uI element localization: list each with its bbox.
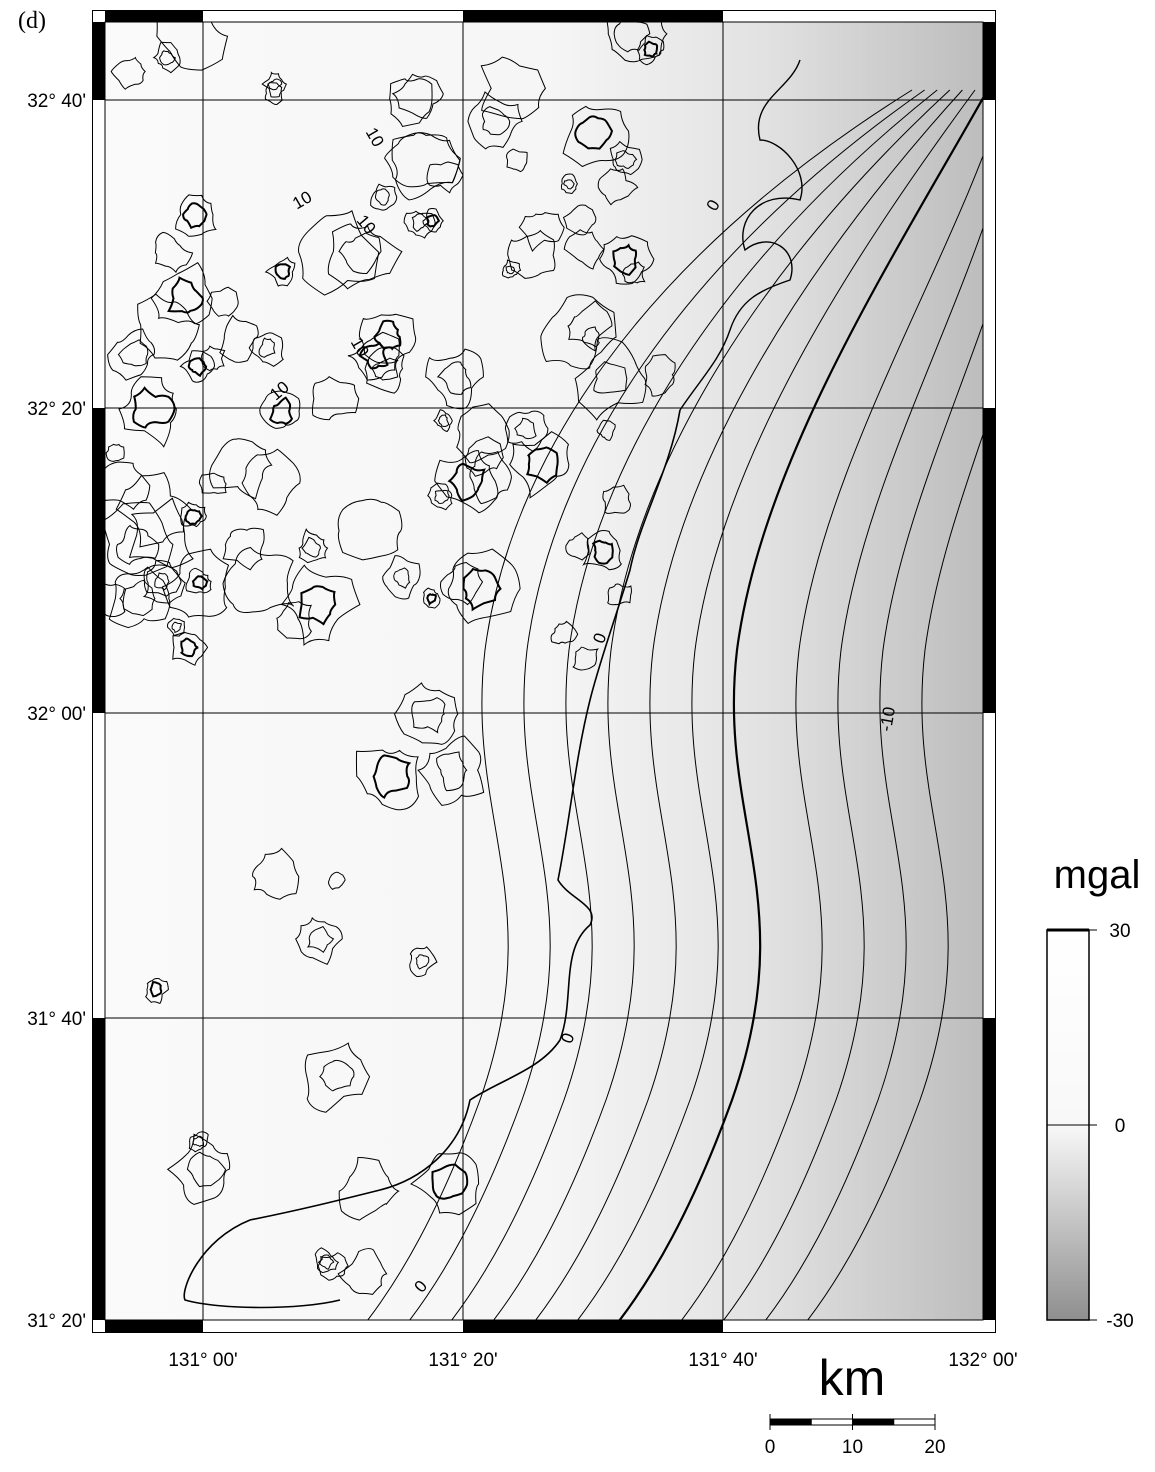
latitude-label: 32° 00' (27, 704, 86, 725)
latitude-label: 31° 40' (27, 1009, 86, 1030)
scale-segment (811, 1419, 852, 1425)
latitude-label: 32° 40' (27, 91, 86, 112)
scale-segment (770, 1419, 811, 1425)
panel-label: (d) (18, 8, 46, 34)
longitude-label: 131° 40' (688, 1350, 757, 1371)
longitude-label: 131° 20' (428, 1350, 497, 1371)
map-area (105, 22, 983, 1320)
colorbar-tick-label: 30 (1109, 921, 1130, 942)
latitude-label: 32° 20' (27, 399, 86, 420)
scale-tick-label: 0 (765, 1437, 776, 1458)
scale-tick-label: 20 (924, 1437, 945, 1458)
longitude-label: 132° 00' (948, 1350, 1017, 1371)
scale-title: km (819, 1350, 886, 1406)
colorbar-title: mgal (1054, 853, 1141, 897)
scale-segment (853, 1419, 894, 1425)
gravity-map: (d) mgal km 32° 40' 32° 20' 32° 00' 31° 40'… (0, 0, 1155, 1472)
latitude-label: 31° 20' (27, 1311, 86, 1332)
colorbar-tick-label: -30 (1106, 1311, 1133, 1332)
colorbar-tick-label: 0 (1115, 1116, 1126, 1137)
scale-segment (894, 1419, 935, 1425)
scale-tick-label: 10 (842, 1437, 863, 1458)
longitude-label: 131° 00' (168, 1350, 237, 1371)
